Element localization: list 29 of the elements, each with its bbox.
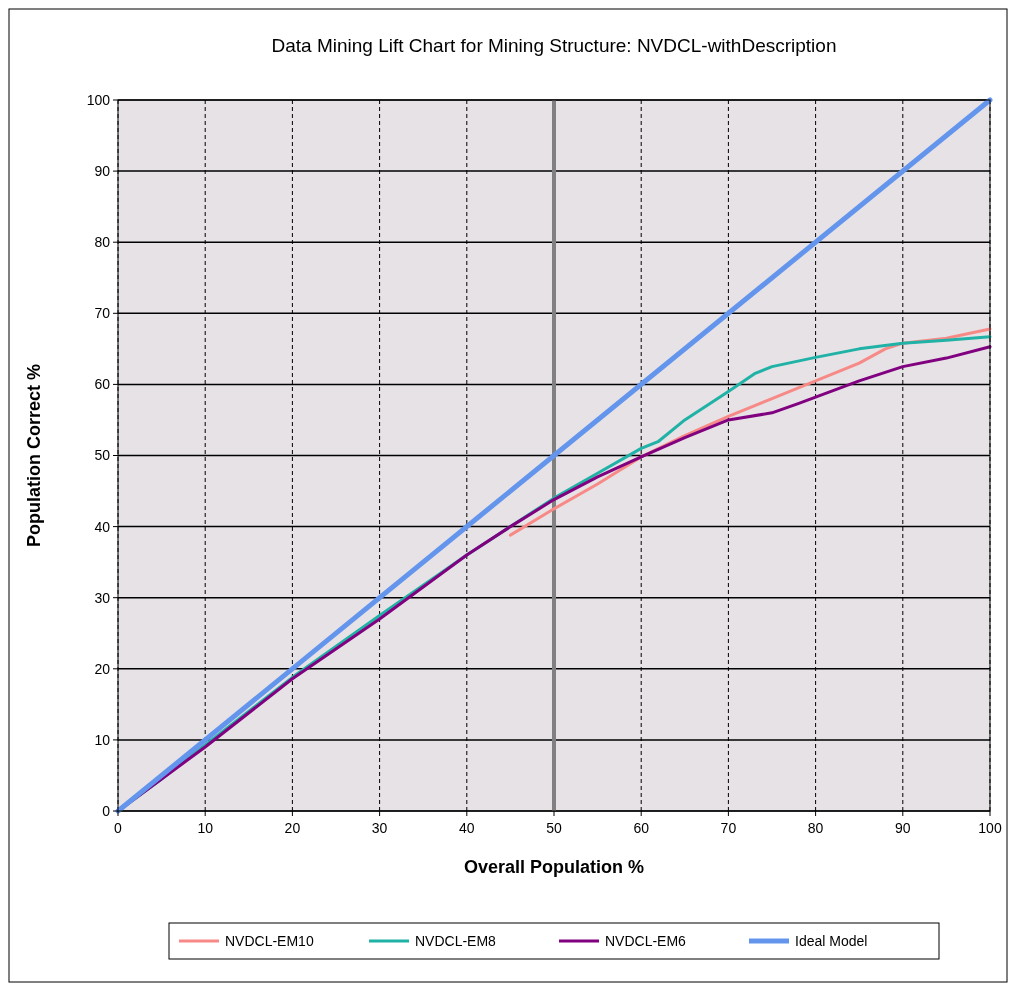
legend-label: NVDCL-EM10 <box>225 932 314 949</box>
x-tick-label: 0 <box>114 820 123 836</box>
x-tick-label: 70 <box>720 820 737 836</box>
x-tick-label: 10 <box>197 820 214 836</box>
y-tick-label: 60 <box>94 376 111 393</box>
chart-title: Data Mining Lift Chart for Mining Structure: NVDCL-withDescription <box>271 35 837 56</box>
y-tick-label: 90 <box>94 163 111 179</box>
x-tick-label: 90 <box>895 820 911 836</box>
y-tick-label: 50 <box>94 447 111 464</box>
y-tick-label: 10 <box>94 731 111 748</box>
x-tick-label: 100 <box>978 820 1002 836</box>
y-tick-label: 70 <box>94 305 111 322</box>
y-tick-label: 30 <box>94 589 111 606</box>
y-axis-title: Population Correct % <box>24 363 44 548</box>
y-tick-label: 80 <box>94 234 111 251</box>
x-tick-label: 20 <box>284 820 301 836</box>
legend-label: NVDCL-EM6 <box>605 932 687 949</box>
x-tick-label: 40 <box>459 820 475 836</box>
x-tick-label: 50 <box>546 820 562 836</box>
x-axis-title: Overall Population % <box>463 857 645 877</box>
x-tick-label: 80 <box>807 820 824 836</box>
y-tick-label: 0 <box>102 802 111 819</box>
legend-label: Ideal Model <box>795 932 868 949</box>
legend-label: NVDCL-EM8 <box>415 932 497 949</box>
y-tick-label: 20 <box>94 660 111 677</box>
y-tick-label: 40 <box>94 518 111 535</box>
y-tick-label: 100 <box>86 91 111 108</box>
x-tick-label: 60 <box>633 820 650 836</box>
x-tick-label: 30 <box>371 820 388 836</box>
